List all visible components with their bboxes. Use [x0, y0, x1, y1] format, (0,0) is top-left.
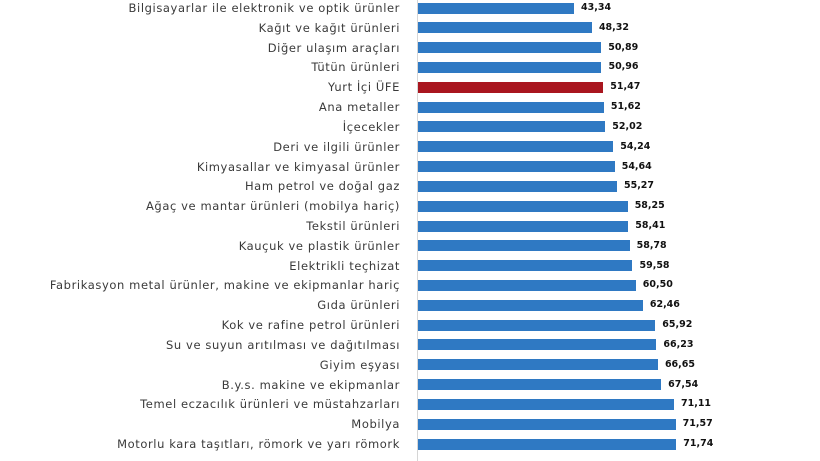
category-label: Deri ve ilgili ürünler: [273, 139, 400, 154]
category-axis-line: [417, 0, 418, 461]
category-label: Kauçuk ve plastik ürünler: [238, 238, 400, 253]
category-label: Elektrikli teçhizat: [289, 258, 400, 273]
value-label: 51,47: [610, 81, 641, 93]
category-label: Mobilya: [351, 417, 400, 432]
value-label: 65,92: [662, 319, 693, 331]
value-label: 50,96: [608, 61, 639, 73]
category-label: Diğer ulaşım araçları: [267, 40, 400, 55]
category-label: Kok ve rafine petrol ürünleri: [221, 318, 400, 333]
value-label: 43,34: [581, 2, 612, 13]
bar: [418, 101, 604, 113]
category-label: Ana metaller: [318, 100, 400, 115]
bar: [418, 121, 606, 133]
category-label: Kağıt ve kağıt ürünleri: [258, 20, 400, 35]
value-label: 58,41: [635, 220, 666, 232]
bar: [418, 398, 674, 410]
category-label: Yurt İçi ÜFE: [328, 80, 400, 95]
value-label: 52,02: [612, 120, 643, 132]
value-label: 48,32: [598, 21, 629, 33]
category-label: Tekstil ürünleri: [306, 219, 400, 234]
value-label: 51,62: [610, 101, 641, 113]
value-label: 58,78: [636, 239, 667, 251]
value-label: 71,57: [682, 418, 713, 430]
value-label: 55,27: [623, 180, 655, 192]
category-label: B.y.s. makine ve ekipmanlar: [221, 377, 400, 392]
bar: [418, 418, 676, 430]
bar: [418, 180, 617, 192]
bar: [418, 141, 614, 153]
value-label: 71,11: [680, 398, 712, 410]
bar: [418, 379, 662, 391]
bar: [418, 260, 633, 272]
value-label: 67,54: [668, 378, 699, 390]
value-label: 66,65: [664, 358, 695, 370]
value-label: 58,25: [634, 200, 665, 212]
bar: [418, 319, 656, 331]
bar: [418, 2, 575, 14]
value-label: 59,58: [639, 259, 670, 271]
bar: [418, 42, 602, 54]
bar: [418, 220, 629, 232]
category-label: Motorlu kara taşıtları, römork ve yarı r…: [117, 437, 400, 452]
bar: [418, 81, 604, 93]
category-label: Giyim eşyası: [319, 357, 400, 372]
value-label: 62,46: [649, 299, 680, 311]
value-label: 50,89: [608, 41, 639, 53]
category-label: İçecekler: [342, 119, 400, 134]
category-label: Kimyasallar ve kimyasal ürünler: [196, 159, 400, 174]
category-label: Ağaç ve mantar ürünleri (mobilya hariç): [145, 199, 400, 214]
bar: [418, 22, 592, 34]
bar: [418, 240, 630, 252]
category-label: Tütün ürünleri: [311, 60, 400, 75]
bar: [418, 279, 636, 291]
category-label: Gıda ürünleri: [317, 298, 400, 313]
value-label: 60,50: [642, 279, 673, 291]
value-label: 54,64: [621, 160, 652, 172]
category-label: Temel eczacılık ürünleri ve müstahzarlar…: [140, 397, 400, 412]
value-label: 66,23: [663, 338, 694, 350]
bar: [418, 339, 657, 351]
bar: [418, 299, 643, 311]
bar: [418, 161, 615, 173]
category-label: Ham petrol ve doğal gaz: [244, 179, 400, 194]
bar: [418, 359, 658, 371]
value-label: 54,24: [620, 140, 651, 152]
category-label: Su ve suyun arıtılması ve dağıtılması: [166, 337, 400, 352]
value-label: 71,74: [683, 438, 714, 450]
bar: [418, 438, 677, 450]
bar: [418, 200, 628, 212]
category-label: Fabrikasyon metal ürünler, makine ve eki…: [49, 278, 400, 293]
bar: [418, 61, 602, 73]
category-label: Bilgisayarlar ile elektronik ve optik ür…: [128, 1, 400, 15]
